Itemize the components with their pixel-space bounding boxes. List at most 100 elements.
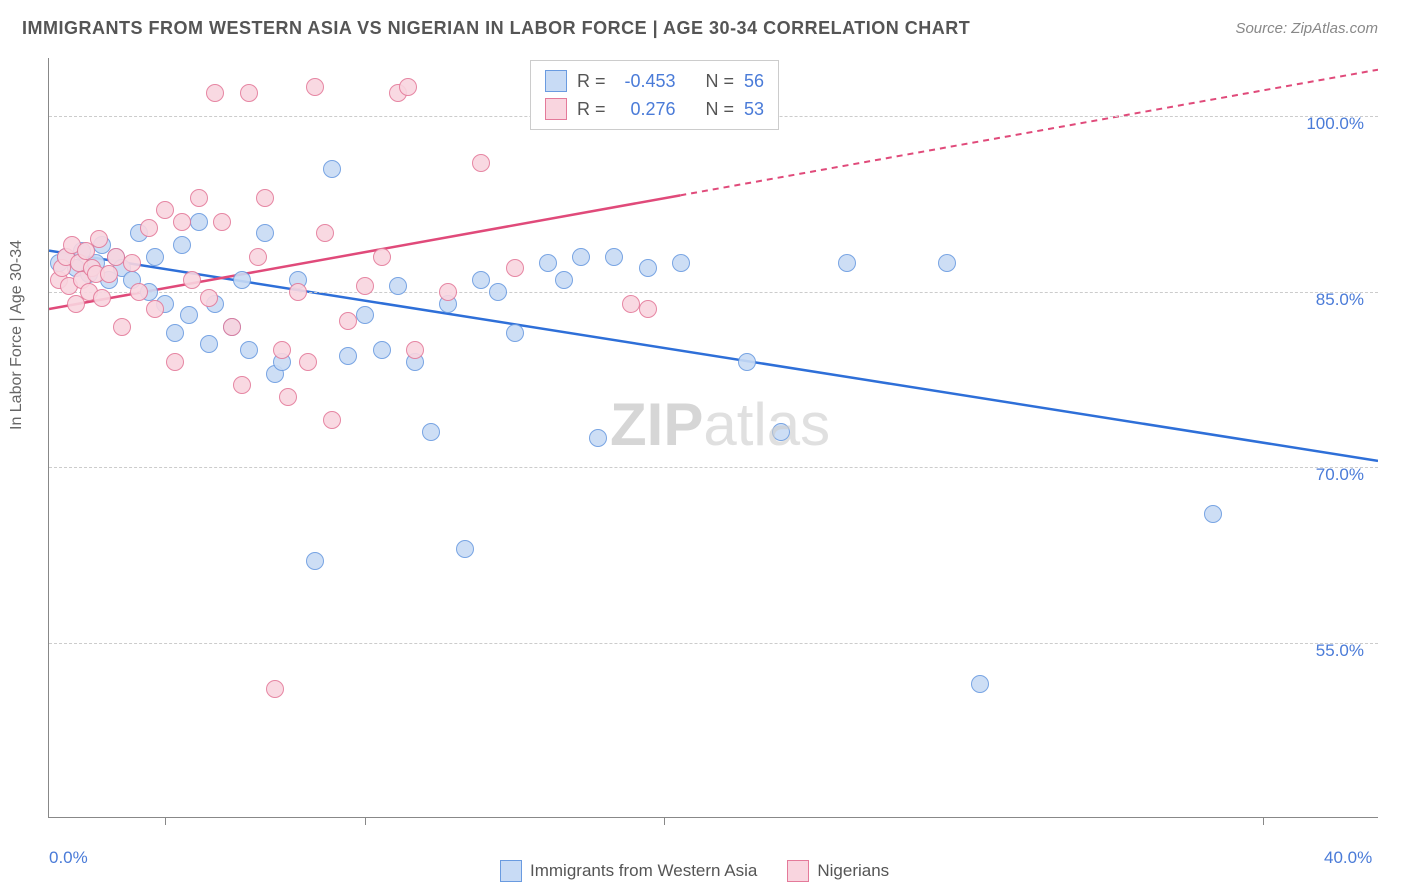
scatter-point-nigerian: [156, 201, 174, 219]
series-legend-label: Nigerians: [817, 861, 889, 881]
series-legend-label: Immigrants from Western Asia: [530, 861, 757, 881]
scatter-point-western-asia: [506, 324, 524, 342]
scatter-point-nigerian: [130, 283, 148, 301]
scatter-point-western-asia: [146, 248, 164, 266]
legend-swatch: [545, 98, 567, 120]
scatter-point-western-asia: [233, 271, 251, 289]
scatter-point-nigerian: [356, 277, 374, 295]
legend-r-value: 0.276: [616, 95, 676, 123]
scatter-point-nigerian: [316, 224, 334, 242]
scatter-point-nigerian: [213, 213, 231, 231]
y-tick-label: 55.0%: [1316, 641, 1364, 661]
scatter-point-western-asia: [422, 423, 440, 441]
chart-svg-layer: [49, 58, 1378, 817]
scatter-point-western-asia: [256, 224, 274, 242]
scatter-point-nigerian: [223, 318, 241, 336]
scatter-point-western-asia: [639, 259, 657, 277]
legend-swatch: [500, 860, 522, 882]
scatter-point-nigerian: [373, 248, 391, 266]
scatter-point-nigerian: [190, 189, 208, 207]
scatter-point-western-asia: [306, 552, 324, 570]
scatter-point-western-asia: [166, 324, 184, 342]
scatter-point-western-asia: [1204, 505, 1222, 523]
scatter-point-nigerian: [639, 300, 657, 318]
legend-n-label: N =: [706, 67, 735, 95]
scatter-point-nigerian: [472, 154, 490, 172]
scatter-point-nigerian: [273, 341, 291, 359]
scatter-point-nigerian: [107, 248, 125, 266]
series-legend: Immigrants from Western Asia Nigerians: [500, 860, 889, 882]
legend-n-value: 53: [744, 95, 764, 123]
scatter-point-western-asia: [572, 248, 590, 266]
scatter-point-nigerian: [200, 289, 218, 307]
scatter-point-nigerian: [323, 411, 341, 429]
scatter-point-nigerian: [183, 271, 201, 289]
scatter-point-nigerian: [339, 312, 357, 330]
scatter-point-western-asia: [971, 675, 989, 693]
legend-r-label: R =: [577, 67, 606, 95]
scatter-point-western-asia: [589, 429, 607, 447]
x-minor-tick: [1263, 817, 1264, 825]
scatter-point-western-asia: [738, 353, 756, 371]
scatter-point-nigerian: [249, 248, 267, 266]
scatter-point-western-asia: [472, 271, 490, 289]
scatter-point-nigerian: [173, 213, 191, 231]
scatter-point-nigerian: [399, 78, 417, 96]
trend-line-dashed: [680, 70, 1378, 196]
legend-n-value: 56: [744, 67, 764, 95]
legend-swatch: [545, 70, 567, 92]
scatter-point-nigerian: [140, 219, 158, 237]
scatter-point-nigerian: [279, 388, 297, 406]
scatter-point-western-asia: [672, 254, 690, 272]
scatter-point-western-asia: [838, 254, 856, 272]
scatter-point-western-asia: [456, 540, 474, 558]
x-minor-tick: [664, 817, 665, 825]
scatter-point-nigerian: [306, 78, 324, 96]
x-tick-label: 40.0%: [1324, 848, 1372, 868]
grid-line-horizontal: [49, 292, 1378, 293]
chart-plot-area: 55.0%70.0%85.0%100.0%0.0%40.0%: [48, 58, 1378, 818]
y-tick-label: 70.0%: [1316, 465, 1364, 485]
scatter-point-nigerian: [90, 230, 108, 248]
scatter-point-nigerian: [439, 283, 457, 301]
scatter-point-western-asia: [323, 160, 341, 178]
grid-line-horizontal: [49, 643, 1378, 644]
scatter-point-nigerian: [166, 353, 184, 371]
scatter-point-nigerian: [266, 680, 284, 698]
scatter-point-western-asia: [373, 341, 391, 359]
scatter-point-nigerian: [406, 341, 424, 359]
scatter-point-western-asia: [190, 213, 208, 231]
correlation-legend: R =-0.453N =56R =0.276N =53: [530, 60, 779, 130]
x-minor-tick: [165, 817, 166, 825]
scatter-point-nigerian: [240, 84, 258, 102]
scatter-point-nigerian: [289, 283, 307, 301]
source-attribution: Source: ZipAtlas.com: [1235, 20, 1378, 37]
scatter-point-western-asia: [173, 236, 191, 254]
scatter-point-western-asia: [489, 283, 507, 301]
scatter-point-nigerian: [506, 259, 524, 277]
scatter-point-nigerian: [622, 295, 640, 313]
correlation-legend-row: R =0.276N =53: [545, 95, 764, 123]
correlation-legend-row: R =-0.453N =56: [545, 67, 764, 95]
scatter-point-nigerian: [206, 84, 224, 102]
x-minor-tick: [365, 817, 366, 825]
scatter-point-nigerian: [146, 300, 164, 318]
scatter-point-western-asia: [938, 254, 956, 272]
scatter-point-western-asia: [605, 248, 623, 266]
scatter-point-nigerian: [256, 189, 274, 207]
series-legend-item: Immigrants from Western Asia: [500, 860, 757, 882]
legend-n-label: N =: [706, 95, 735, 123]
scatter-point-nigerian: [123, 254, 141, 272]
scatter-point-western-asia: [389, 277, 407, 295]
scatter-point-western-asia: [200, 335, 218, 353]
grid-line-horizontal: [49, 467, 1378, 468]
scatter-point-nigerian: [113, 318, 131, 336]
scatter-point-nigerian: [233, 376, 251, 394]
scatter-point-western-asia: [356, 306, 374, 324]
chart-title: IMMIGRANTS FROM WESTERN ASIA VS NIGERIAN…: [22, 18, 970, 39]
scatter-point-western-asia: [180, 306, 198, 324]
series-legend-item: Nigerians: [787, 860, 889, 882]
y-tick-label: 85.0%: [1316, 290, 1364, 310]
y-tick-label: 100.0%: [1306, 114, 1364, 134]
scatter-point-nigerian: [93, 289, 111, 307]
